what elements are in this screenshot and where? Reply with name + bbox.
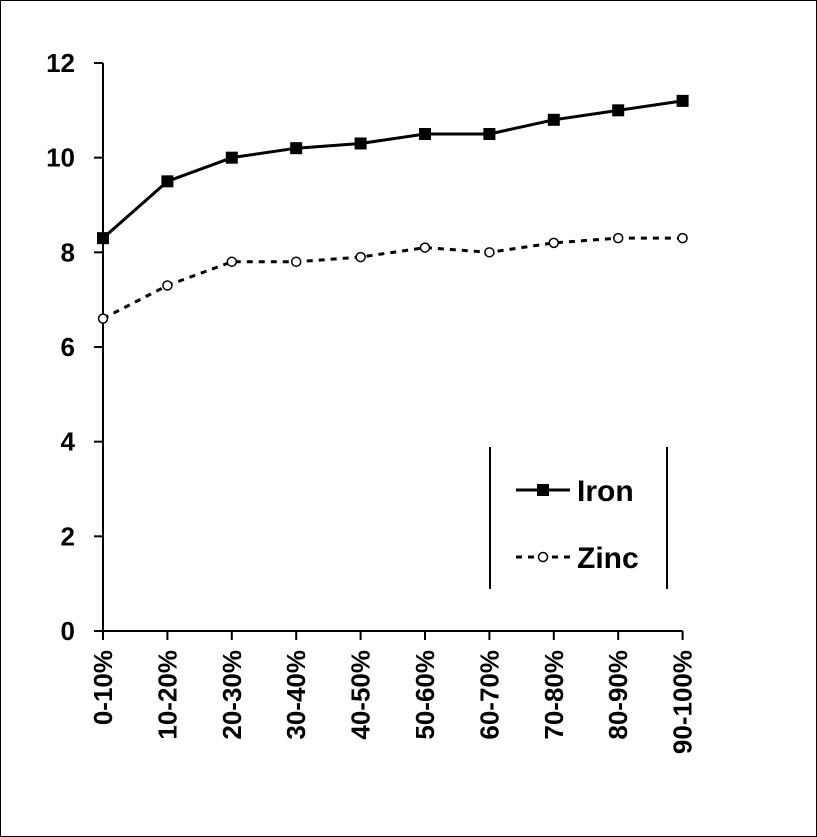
point-zinc xyxy=(162,280,173,291)
y-tick-label: 2 xyxy=(61,521,75,551)
point-iron xyxy=(161,175,174,188)
x-tick-label: 10-20% xyxy=(152,650,182,740)
point-iron xyxy=(612,104,625,117)
point-zinc xyxy=(612,232,624,244)
point-zinc xyxy=(355,251,366,263)
x-tick-label: 0-10% xyxy=(88,650,118,725)
legend-label-iron: Iron xyxy=(577,475,634,508)
series-zinc xyxy=(97,232,688,324)
point-zinc xyxy=(419,242,431,253)
legend-item-zinc: Zinc xyxy=(516,542,639,575)
legend-item-iron: Iron xyxy=(516,475,634,508)
y-tick-label: 8 xyxy=(61,237,75,267)
point-zinc xyxy=(548,237,560,249)
point-iron xyxy=(483,128,496,140)
series-line-zinc xyxy=(102,236,683,320)
point-iron xyxy=(225,151,238,164)
point-iron xyxy=(290,142,303,155)
y-tick-label: 0 xyxy=(61,616,75,646)
point-iron xyxy=(354,137,367,150)
x-tick-label: 30-40% xyxy=(281,650,311,740)
point-iron xyxy=(419,128,431,140)
x-tick-label: 60-70% xyxy=(474,650,504,740)
legend-swatch-zinc-marker xyxy=(537,551,549,563)
x-tick-label: 40-50% xyxy=(346,650,376,740)
y-tick-label: 4 xyxy=(61,427,76,457)
x-tick-label: 50-60% xyxy=(410,650,440,740)
point-zinc xyxy=(226,256,238,268)
point-iron xyxy=(547,113,560,126)
legend: Iron Zinc xyxy=(489,447,668,589)
series-line-iron xyxy=(102,99,683,240)
series-layer xyxy=(97,94,689,324)
point-iron xyxy=(676,94,689,107)
legend-label-zinc: Zinc xyxy=(577,542,639,575)
y-tick-label: 12 xyxy=(46,48,75,78)
chart-axes: 0 2 4 6 8 10 12 0-10% 10-20% 20-30% 30-40% 40-50% 50… xyxy=(46,48,698,754)
legend-swatch-iron-marker xyxy=(537,484,549,496)
x-tick-label: 80-90% xyxy=(603,650,633,740)
point-zinc xyxy=(97,313,109,324)
point-zinc xyxy=(290,256,302,268)
x-tick-label: 20-30% xyxy=(217,650,247,740)
y-tick-label: 6 xyxy=(61,332,75,362)
x-tick-label: 90-100% xyxy=(668,650,698,754)
point-iron xyxy=(97,232,109,245)
y-tick-label: 10 xyxy=(46,143,75,173)
point-zinc xyxy=(677,232,688,244)
series-iron xyxy=(97,94,689,245)
point-zinc xyxy=(484,247,495,258)
x-tick-label: 70-80% xyxy=(539,650,569,740)
